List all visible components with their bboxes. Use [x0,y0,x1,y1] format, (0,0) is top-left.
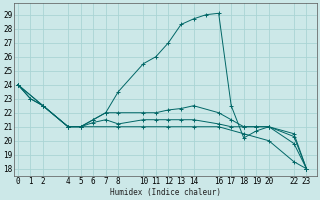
X-axis label: Humidex (Indice chaleur): Humidex (Indice chaleur) [110,188,221,197]
